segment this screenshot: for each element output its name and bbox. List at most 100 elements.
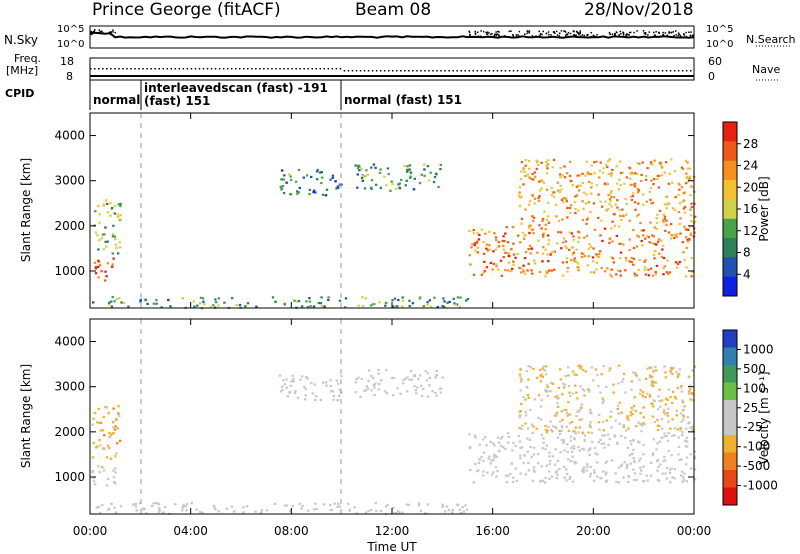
noise-search-dot xyxy=(590,31,592,34)
nave-dot xyxy=(424,70,426,72)
scatter-cell xyxy=(543,368,546,372)
scatter-cell xyxy=(619,214,622,218)
scatter-cell xyxy=(663,435,667,438)
scatter-cell xyxy=(329,178,332,181)
scatter-cell xyxy=(689,232,692,235)
scatter-cell xyxy=(633,472,637,475)
scatter-cell xyxy=(92,301,95,304)
nave-dot xyxy=(593,70,595,72)
scatter-cell xyxy=(689,225,692,228)
noise-search-dot xyxy=(94,29,96,31)
scatter-cell xyxy=(597,193,600,196)
scatter-cell xyxy=(115,417,118,420)
scatter-cell xyxy=(634,371,637,375)
scatter-cell xyxy=(335,187,338,190)
scatter-cell xyxy=(393,297,397,300)
scatter-cell xyxy=(665,219,668,222)
scatter-cell xyxy=(615,165,618,168)
scatter-cell xyxy=(374,502,377,505)
scatter-cell xyxy=(617,382,620,385)
scatter-cell xyxy=(246,302,250,305)
scatter-cell xyxy=(254,510,257,513)
scatter-cell xyxy=(439,168,442,171)
scatter-cell xyxy=(553,195,556,198)
scatter-cell xyxy=(662,273,665,276)
scatter-cell xyxy=(626,463,629,466)
scatter-cell xyxy=(642,421,645,425)
scatter-cell xyxy=(555,215,558,218)
scatter-cell xyxy=(655,217,658,220)
scatter-cell xyxy=(365,385,368,388)
scatter-cell xyxy=(482,240,485,244)
scatter-cell xyxy=(616,442,619,445)
scatter-cell xyxy=(155,302,158,305)
noise-search-dot xyxy=(683,33,685,35)
scatter-cell xyxy=(101,429,105,432)
scatter-cell xyxy=(671,434,674,437)
scatter-cell xyxy=(494,466,498,469)
scatter-cell xyxy=(316,168,319,172)
scatter-cell xyxy=(643,423,646,426)
scatter-cell xyxy=(537,163,540,166)
scatter-cell xyxy=(223,301,226,304)
noise-search-dot xyxy=(517,34,519,36)
scatter-cell xyxy=(571,370,575,373)
scatter-cell xyxy=(646,167,649,170)
scatter-cell xyxy=(371,377,375,380)
scatter-cell xyxy=(572,251,576,254)
scatter-cell xyxy=(209,306,212,309)
scatter-cell xyxy=(671,207,675,210)
nave-dot xyxy=(484,70,487,72)
scatter-cell xyxy=(550,251,553,254)
scatter-cell xyxy=(648,374,652,377)
scatter-cell xyxy=(600,373,603,376)
scatter-cell xyxy=(585,218,589,221)
scatter-cell xyxy=(309,305,312,308)
scatter-cell xyxy=(640,469,643,472)
scatter-cell xyxy=(636,191,640,194)
scatter-cell xyxy=(289,175,292,178)
nave-dot xyxy=(154,68,156,70)
scatter-cell xyxy=(441,505,444,508)
scatter-cell xyxy=(512,263,515,266)
scatter-cell xyxy=(619,242,623,245)
scatter-cell xyxy=(596,374,599,377)
scatter-cell xyxy=(528,176,531,179)
scatter-cell xyxy=(590,431,594,435)
scatter-cell xyxy=(546,163,550,166)
scatter-cell xyxy=(610,256,613,259)
scatter-cell xyxy=(660,163,663,167)
scatter-cell xyxy=(292,378,295,381)
scatter-cell xyxy=(472,232,476,235)
scatter-cell xyxy=(114,238,117,241)
scatter-cell xyxy=(674,397,678,400)
scatter-cell xyxy=(558,190,561,193)
scatter-cell xyxy=(593,471,596,474)
scatter-cell xyxy=(681,167,685,170)
scatter-cell xyxy=(540,227,543,230)
nave-dot xyxy=(186,68,189,70)
scatter-cell xyxy=(632,457,635,460)
scatter-cell xyxy=(689,398,692,401)
scatter-cell xyxy=(404,377,407,380)
scatter-cell xyxy=(289,510,292,513)
scatter-cell xyxy=(102,203,105,206)
nave-dot xyxy=(303,68,305,70)
nave-dot xyxy=(267,68,269,70)
scatter-cell xyxy=(668,202,671,205)
scatter-cell xyxy=(689,453,692,456)
scatter-cell xyxy=(640,430,643,433)
scatter-cell xyxy=(436,305,439,309)
scatter-cell xyxy=(682,415,685,418)
scatter-cell xyxy=(633,272,636,275)
colorbar-swatch xyxy=(723,487,737,506)
scatter-cell xyxy=(185,509,188,512)
noise-search-dot xyxy=(482,30,485,33)
scatter-cell xyxy=(673,427,676,430)
scatter-cell xyxy=(682,207,686,210)
scatter-cell xyxy=(650,379,654,382)
scatter-cell xyxy=(217,304,220,307)
scatter-cell xyxy=(623,182,626,185)
scatter-cell xyxy=(546,159,550,162)
scatter-cell xyxy=(426,301,429,304)
